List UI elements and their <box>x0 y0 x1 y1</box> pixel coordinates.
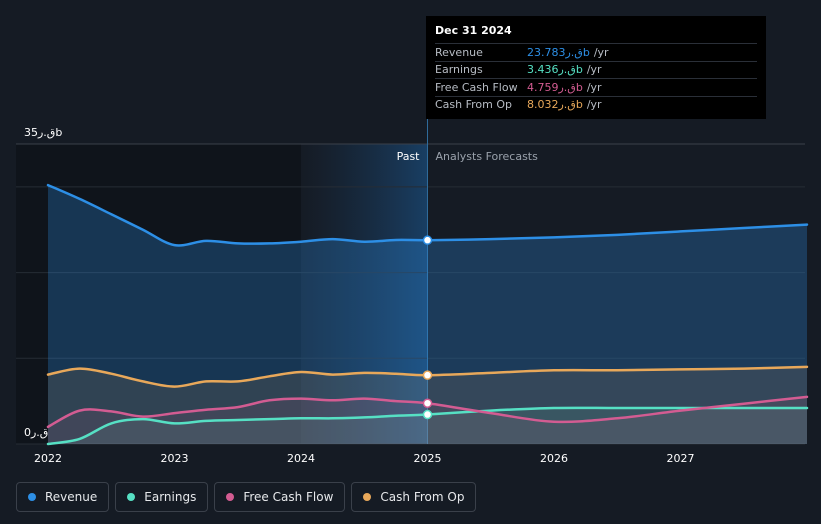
legend-label: Free Cash Flow <box>243 490 334 504</box>
tooltip-row-cash-from-op: Cash From Op 8.032ق.رb /yr <box>435 95 757 114</box>
revenue-marker <box>422 235 433 245</box>
tooltip-row-earnings: Earnings 3.436ق.رb /yr <box>435 60 757 79</box>
free-cash-flow-marker <box>422 398 433 408</box>
x-tick-label: 2027 <box>667 452 695 465</box>
earnings-marker <box>422 409 433 420</box>
revenue-line <box>46 183 809 247</box>
tooltip-value: 23.783ق.رb <box>527 45 590 59</box>
legend-label: Cash From Op <box>380 490 465 504</box>
x-tick-label: 2024 <box>287 452 315 465</box>
tooltip-value: 3.436ق.رb <box>527 63 583 77</box>
legend-item-earnings[interactable]: Earnings <box>115 482 209 512</box>
legend-item-revenue[interactable]: Revenue <box>16 482 110 512</box>
earnings-area <box>48 407 807 444</box>
legend-dot-icon <box>127 493 136 501</box>
tooltip-label: Revenue <box>435 45 483 59</box>
tooltip-value: 4.759ق.رb <box>527 80 583 94</box>
cash-from-op-marker <box>422 370 433 380</box>
tooltip-date: Dec 31 2024 <box>435 24 512 37</box>
tooltip-label: Free Cash Flow <box>435 80 518 94</box>
free-cash-flow-line <box>46 395 809 429</box>
cash-from-op-line <box>46 365 809 388</box>
x-tick-label: 2025 <box>414 452 442 465</box>
legend: Revenue Earnings Free Cash Flow Cash Fro… <box>16 482 477 512</box>
legend-dot-icon <box>363 493 372 501</box>
tooltip-value: 8.032ق.رb <box>527 98 583 112</box>
x-tick-label: 2022 <box>34 452 62 465</box>
tooltip-unit: /yr <box>586 63 602 77</box>
legend-label: Revenue <box>45 490 98 504</box>
tooltip-unit: /yr <box>593 45 609 59</box>
forecast-label: Analysts Forecasts <box>436 150 539 163</box>
tooltip-row-revenue: Revenue 23.783ق.رb /yr <box>435 43 757 61</box>
tooltip-row-free-cash-flow: Free Cash Flow 4.759ق.رb /yr <box>435 78 757 96</box>
legend-label: Earnings <box>144 490 197 504</box>
y-tick-label: 35ق.رb <box>24 126 62 139</box>
tooltip-unit: /yr <box>586 98 602 112</box>
tooltip: Dec 31 2024 Revenue 23.783ق.رb /yr Earni… <box>426 16 766 119</box>
earnings-line <box>46 406 809 446</box>
x-tick-label: 2026 <box>540 452 568 465</box>
past-region-dark <box>16 144 301 444</box>
x-tick-label: 2023 <box>161 452 189 465</box>
tooltip-label: Cash From Op <box>435 98 513 112</box>
tooltip-label: Earnings <box>435 63 483 77</box>
past-label: Past <box>397 150 421 163</box>
y-tick-label: 0ق.ر <box>24 426 48 439</box>
legend-dot-icon <box>28 493 36 501</box>
past-region-highlight <box>300 144 427 444</box>
legend-dot-icon <box>226 493 235 501</box>
legend-item-free-cash-flow[interactable]: Free Cash Flow <box>214 482 346 512</box>
free-cash-flow-area <box>48 396 807 444</box>
legend-item-cash-from-op[interactable]: Cash From Op <box>351 482 477 512</box>
revenue-area <box>48 185 807 444</box>
tooltip-unit: /yr <box>586 80 602 94</box>
